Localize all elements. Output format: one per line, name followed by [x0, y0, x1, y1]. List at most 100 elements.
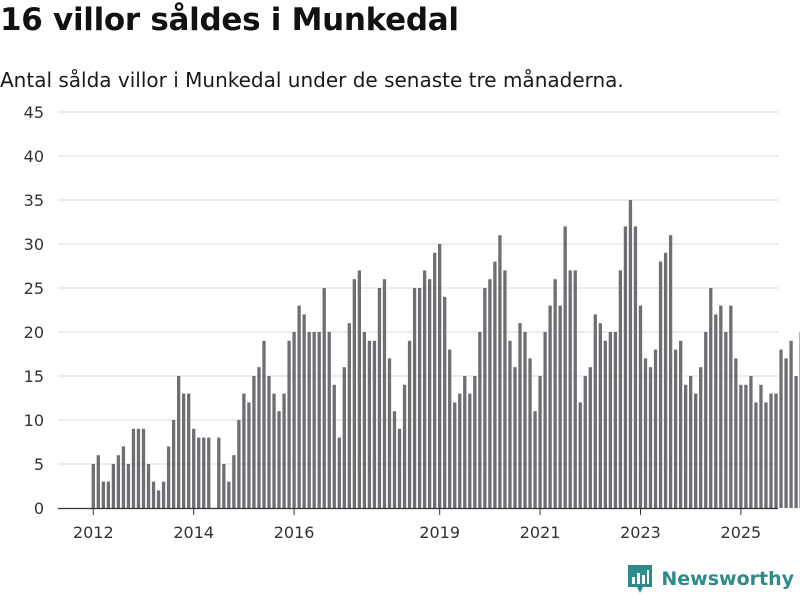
bar: [628, 200, 633, 508]
bar: [668, 235, 673, 508]
brand-name: Newsworthy: [661, 568, 794, 590]
bar: [543, 332, 547, 508]
bar: [106, 481, 111, 508]
bar: [724, 332, 728, 508]
bar: [257, 367, 261, 508]
bar: [503, 270, 507, 508]
bar: [453, 402, 457, 508]
bar: [789, 340, 793, 508]
bar: [438, 244, 442, 508]
bar: [192, 428, 196, 508]
bar: [156, 490, 161, 508]
bar: [538, 376, 542, 508]
bar: [488, 279, 492, 508]
chart-title: 16 villor såldes i Munkedal: [0, 2, 459, 38]
bar: [563, 226, 567, 508]
bar: [533, 411, 537, 508]
bar: [593, 314, 597, 508]
bar: [171, 420, 176, 508]
bar: [443, 296, 447, 508]
x-tick-label: 2021: [520, 523, 561, 542]
bar: [111, 464, 116, 508]
bar: [332, 384, 336, 508]
bar: [468, 393, 472, 508]
bar: [518, 323, 522, 508]
bar: [498, 235, 502, 508]
bar: [161, 481, 166, 508]
bar: [272, 393, 276, 508]
bar: [694, 393, 698, 508]
bar: [678, 340, 683, 508]
bar: [719, 305, 723, 508]
bar: [769, 393, 773, 508]
bar: [794, 376, 798, 508]
newsworthy-icon: [628, 565, 653, 593]
bar: [277, 411, 281, 508]
bar: [573, 270, 577, 508]
bar: [292, 332, 296, 508]
bar: [377, 288, 382, 508]
bar: [608, 332, 613, 508]
bar: [744, 384, 748, 508]
bar: [699, 367, 703, 508]
bar: [598, 323, 602, 508]
bar: [603, 340, 607, 508]
bar: [473, 376, 477, 508]
bar: [287, 340, 291, 508]
x-tick-label: 2025: [721, 523, 762, 542]
bar: [362, 332, 367, 508]
bar: [513, 367, 517, 508]
bar: [663, 252, 668, 508]
bar: [658, 261, 663, 508]
x-tick-label: 2012: [73, 523, 114, 542]
bar: [397, 428, 402, 508]
bar: [262, 340, 266, 508]
bar: [417, 288, 422, 508]
bar: [252, 376, 256, 508]
bar: [623, 226, 628, 508]
bar: [227, 481, 231, 508]
bar: [337, 437, 341, 508]
y-tick-label: 25: [24, 279, 44, 298]
bar: [182, 393, 186, 508]
bar: [422, 270, 427, 508]
bar: [116, 455, 121, 508]
bar: [633, 226, 638, 508]
bar: [327, 332, 331, 508]
y-tick-label: 0: [34, 499, 44, 518]
x-tick-label: 2023: [620, 523, 661, 542]
bar: [131, 428, 136, 508]
bar: [267, 376, 271, 508]
bar: [197, 437, 201, 508]
bar: [754, 402, 758, 508]
bar: [734, 358, 738, 508]
bar: [96, 455, 100, 508]
y-tick-label: 5: [34, 455, 44, 474]
y-tick-label: 40: [24, 147, 44, 166]
x-tick-label: 2016: [274, 523, 315, 542]
bar: [729, 305, 733, 508]
bar: [101, 481, 105, 508]
bar: [342, 367, 346, 508]
bar: [548, 305, 552, 508]
bar: [352, 279, 356, 508]
y-tick-label: 10: [24, 411, 44, 430]
bar: [412, 288, 417, 508]
bar: [126, 464, 131, 508]
bar: [568, 270, 572, 508]
bars: [91, 200, 800, 508]
bar: [673, 349, 678, 508]
bar: [317, 332, 321, 508]
y-tick-label: 35: [24, 191, 44, 210]
bar: [613, 332, 618, 508]
bar: [302, 314, 306, 508]
bar: [709, 288, 713, 508]
bar: [141, 428, 146, 508]
bar: [774, 393, 778, 508]
bar: [553, 279, 557, 508]
bar: [312, 332, 316, 508]
y-axis-ticks: 0 5 10 15 20 25 30 35 40 45: [24, 103, 44, 518]
bar: [322, 288, 326, 508]
bar: [483, 288, 487, 508]
